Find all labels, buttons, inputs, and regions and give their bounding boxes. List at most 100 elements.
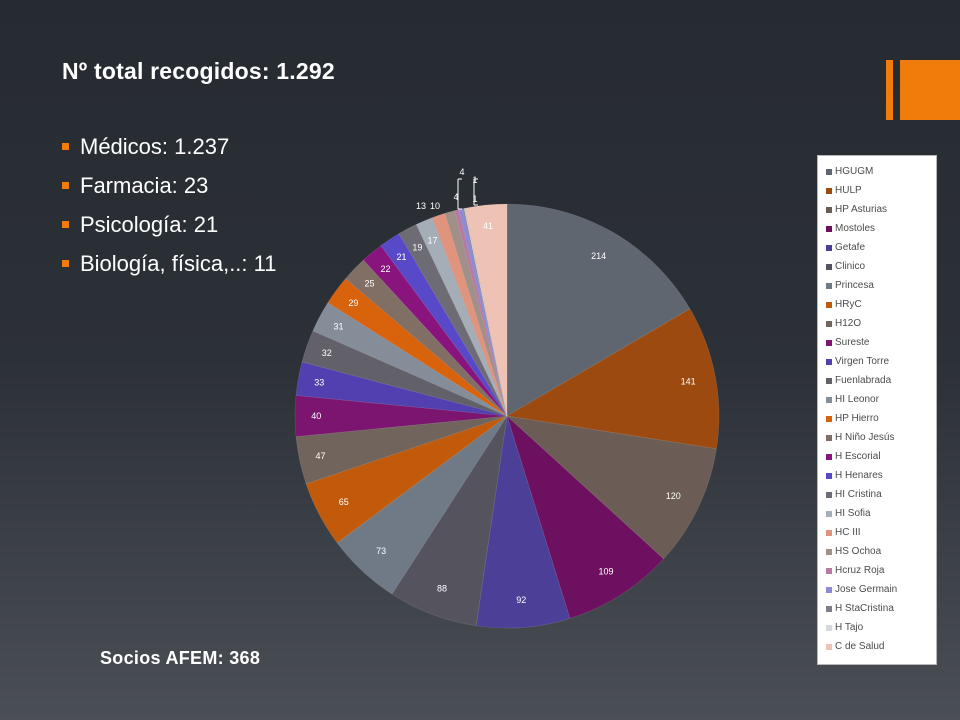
slice-value-label: 31 xyxy=(333,321,343,331)
legend-label: Sureste xyxy=(835,337,870,348)
accent-block xyxy=(900,60,960,120)
legend-swatch xyxy=(826,283,832,289)
bullet-item: Biología, física,..: 11 xyxy=(62,249,276,288)
slide-title: Nº total recogidos: 1.292 xyxy=(62,58,335,84)
legend-label: Getafe xyxy=(835,242,866,253)
legend-swatch xyxy=(826,473,832,479)
legend-label: Hcruz Roja xyxy=(835,565,885,576)
slice-value-label: 25 xyxy=(364,279,374,289)
pie-slice xyxy=(415,217,508,417)
pie-slice xyxy=(444,210,508,417)
legend-label: H Henares xyxy=(835,470,883,481)
legend-swatch xyxy=(826,245,832,251)
chart-legend: HGUGM HULP HP Asturias Mostoles Getafe Clinic… xyxy=(817,155,937,665)
pie-slice xyxy=(301,330,508,417)
legend-swatch xyxy=(826,207,832,213)
pie-slice xyxy=(506,308,720,450)
pie-slice xyxy=(345,259,508,417)
legend-label: HI Leonor xyxy=(835,394,879,405)
slice-value-label: 33 xyxy=(314,377,324,387)
legend-swatch xyxy=(826,530,832,536)
legend-label: H Tajo xyxy=(835,622,864,633)
pie-slice xyxy=(475,415,571,629)
legend-swatch xyxy=(826,321,832,327)
legend-swatch xyxy=(826,625,832,631)
pie-slice xyxy=(463,207,508,417)
legend-swatch xyxy=(826,378,832,384)
legend-swatch xyxy=(826,264,832,270)
slice-value-label: 4 xyxy=(453,192,458,202)
slice-value-label: 214 xyxy=(591,251,606,261)
legend-label: HP Asturias xyxy=(835,204,888,215)
pie-slice xyxy=(380,233,508,417)
slice-value-label: 29 xyxy=(348,298,358,308)
slice-value-label: 109 xyxy=(598,567,613,577)
pie-slice xyxy=(431,212,508,417)
legend-label: H Escorial xyxy=(835,451,881,462)
bullet-item: Farmacia: 23 xyxy=(62,171,276,210)
slice-value-label: 21 xyxy=(396,252,406,262)
slice-value-label: 19 xyxy=(412,243,422,253)
legend-swatch xyxy=(826,188,832,194)
legend-label: HI Cristina xyxy=(835,489,882,500)
slice-value-label: 120 xyxy=(666,491,681,501)
legend-label: Jose Germain xyxy=(835,584,898,595)
slice-value-label: 73 xyxy=(376,546,386,556)
pie-chart: 2141411201099288736547403332312925222119… xyxy=(294,167,720,629)
legend-label: Princesa xyxy=(835,280,874,291)
slice-value-label: 22 xyxy=(380,264,390,274)
pie-slice xyxy=(506,415,717,560)
pie-slice xyxy=(305,415,508,544)
slice-value-label: 1 xyxy=(472,194,477,204)
pie-slice xyxy=(336,415,508,595)
pie-slice xyxy=(391,415,508,627)
slice-value-label: 4 xyxy=(459,167,464,177)
bullet-item: Psicología: 21 xyxy=(62,210,276,249)
slice-value-label: 1 xyxy=(472,175,477,185)
legend-label: C de Salud xyxy=(835,641,885,652)
legend-label: HP Hierro xyxy=(835,413,879,424)
legend-label: HS Ochoa xyxy=(835,546,882,557)
accent-bar xyxy=(886,60,893,120)
legend-label: H StaCristina xyxy=(835,603,894,614)
legend-swatch xyxy=(826,644,832,650)
legend-swatch xyxy=(826,340,832,346)
legend-swatch xyxy=(826,568,832,574)
legend-swatch xyxy=(826,359,832,365)
pie-slice xyxy=(506,415,665,619)
legend-label: Clinico xyxy=(835,261,866,272)
legend-label: HC III xyxy=(835,527,861,538)
legend-swatch xyxy=(826,606,832,612)
legend-label: Virgen Torre xyxy=(835,356,890,367)
legend-label: HGUGM xyxy=(835,166,874,177)
slice-value-label: 47 xyxy=(315,451,325,461)
legend-swatch xyxy=(826,302,832,308)
pie-slice xyxy=(506,203,691,417)
legend-swatch xyxy=(826,416,832,422)
legend-swatch xyxy=(826,169,832,175)
bullet-item: Médicos: 1.237 xyxy=(62,132,276,171)
slice-value-label: 32 xyxy=(322,348,332,358)
bullet-list: Médicos: 1.237 Farmacia: 23 Psicología: … xyxy=(62,132,276,288)
legend-label: H12O xyxy=(835,318,862,329)
legend-swatch xyxy=(826,511,832,517)
legend-label: HI Sofia xyxy=(835,508,871,519)
legend-swatch xyxy=(826,549,832,555)
legend-swatch xyxy=(826,226,832,232)
slice-value-label: 92 xyxy=(516,595,526,605)
pie-slice xyxy=(464,203,508,417)
slice-value-label: 40 xyxy=(311,411,321,421)
pie-slice xyxy=(312,302,508,417)
legend-swatch xyxy=(826,454,832,460)
legend-label: H Niño Jesús xyxy=(835,432,895,443)
bullet-square-icon xyxy=(62,260,69,267)
slice-value-label: 10 xyxy=(430,201,440,211)
bullet-square-icon xyxy=(62,182,69,189)
legend-swatch xyxy=(826,492,832,498)
pie-slice xyxy=(327,278,508,417)
slice-value-label: 141 xyxy=(681,377,696,387)
bullet-square-icon xyxy=(62,143,69,150)
slice-value-label: 13 xyxy=(416,201,426,211)
legend-swatch xyxy=(826,587,832,593)
pie-slice xyxy=(295,415,508,485)
